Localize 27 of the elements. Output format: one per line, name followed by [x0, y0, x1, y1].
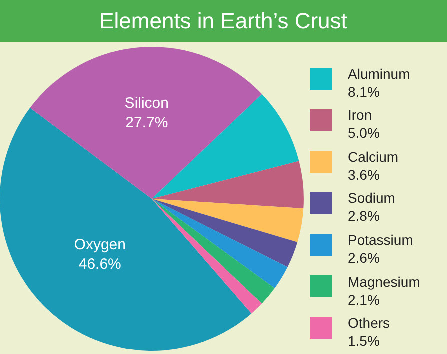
legend-label: Potassium [348, 232, 414, 248]
data-label: 5.0% [348, 125, 380, 142]
pie-slice [152, 199, 288, 288]
data-label: 46.6% [78, 256, 122, 274]
data-label: 2.1% [348, 292, 380, 308]
legend-label: Calcium [348, 149, 399, 165]
pie-slice [152, 199, 298, 268]
pie-slice [0, 108, 252, 351]
data-label: 27.7% [126, 114, 168, 132]
data-label: 1.5% [348, 333, 380, 350]
legend-label: Others [348, 315, 390, 331]
legend-label: Sodium [348, 190, 396, 206]
data-label: 2.8% [348, 208, 380, 224]
chart-title: Elements in Earth’s Crust [100, 8, 348, 34]
data-label: 2.6% [348, 250, 380, 266]
legend-label: Aluminum [348, 66, 410, 82]
data-label: 8.1% [348, 84, 380, 100]
pie-slice [152, 199, 304, 242]
legend-label: Iron [348, 107, 372, 123]
slice-label: Silicon [124, 94, 169, 112]
pie-slice [152, 199, 262, 314]
data-label: 3.6% [348, 167, 380, 184]
slice-label: Oxygen [74, 236, 126, 254]
pie-slice [30, 47, 262, 199]
pie-slice [152, 199, 275, 304]
pie-slice [152, 161, 304, 209]
legend-label: Magnesium [348, 274, 420, 290]
